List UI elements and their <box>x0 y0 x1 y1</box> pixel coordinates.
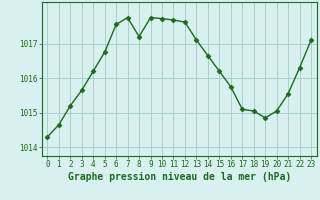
X-axis label: Graphe pression niveau de la mer (hPa): Graphe pression niveau de la mer (hPa) <box>68 172 291 182</box>
